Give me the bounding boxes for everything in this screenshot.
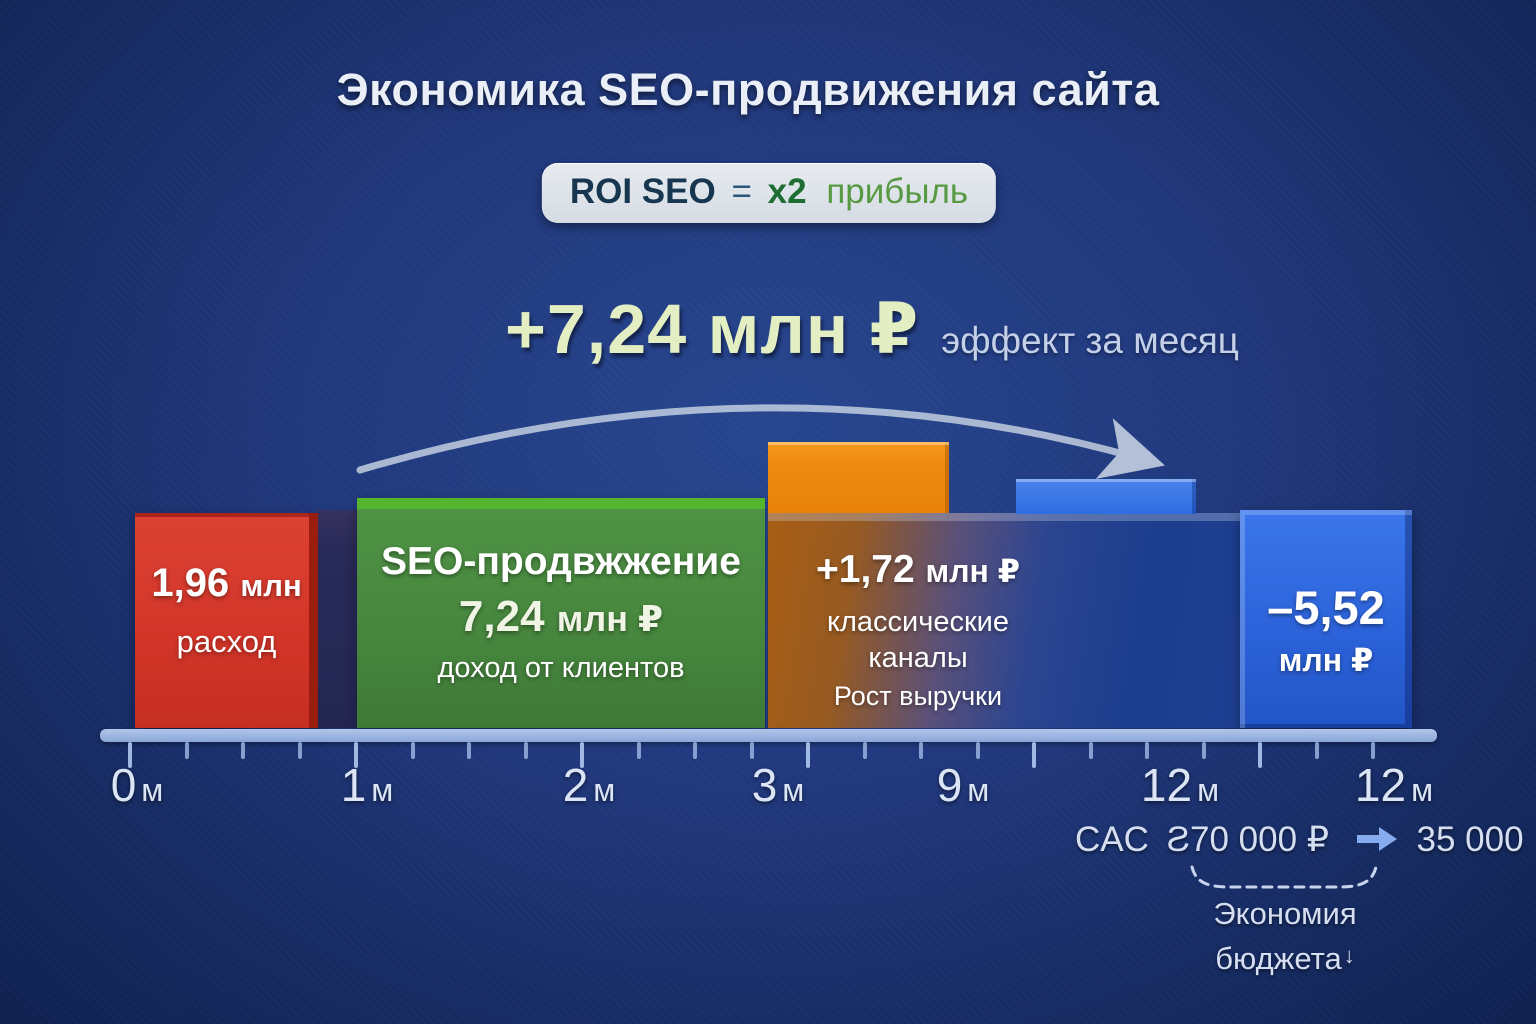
x-axis-bar [100, 729, 1437, 742]
x-axis-ticks [100, 742, 1437, 772]
seo-top-strip [357, 498, 765, 509]
effect-headline: +7,24 млн ₽ эффект за месяц [505, 288, 1239, 370]
classic-text-block: +1,72 млн ₽ классические каналы Рост выр… [778, 548, 1058, 712]
cac-old-value: Ƨ70 000 ₽ [1166, 820, 1330, 859]
loss-value: –5,52 [1267, 581, 1385, 634]
axis-label-12m: 12 м [1140, 759, 1220, 811]
cac-label: CAC [1075, 820, 1149, 859]
savings-line1: Экономия [1213, 896, 1357, 931]
expense-value: 1,96 [151, 561, 230, 605]
classic-growth-label: Рост выручки [833, 680, 1003, 711]
roi-label: ROI SEO [569, 172, 716, 211]
roi-badge: ROI SEO = x2 прибыль [541, 163, 997, 223]
bar-expense: 1,96 млн расход [135, 513, 318, 728]
savings-line2: бюджета↓ [1215, 940, 1355, 976]
roi-multiplier: x2 [767, 172, 807, 211]
classic-unit: млн ₽ [925, 553, 1020, 589]
bar-blue-cap [1016, 479, 1196, 514]
page-title: Экономика SEO-продвижения сайта [336, 64, 1160, 115]
dashed-brace-icon [1190, 865, 1378, 889]
bar-loss: –5,52 млн ₽ [1240, 510, 1412, 728]
seo-unit: млн ₽ [556, 598, 664, 639]
bar-classic-cap [768, 442, 949, 513]
effect-caption: эффект за месяц [941, 320, 1239, 361]
cac-new-value: 35 000 [1416, 820, 1524, 859]
classic-label-line1: классические [826, 606, 1009, 638]
effect-value: +7,24 млн ₽ [505, 290, 920, 368]
cac-row: CAC Ƨ70 000 ₽ 35 000 [1075, 820, 1524, 860]
expense-unit: млн [240, 568, 302, 603]
axis-label-12m-2: 12 м [1354, 759, 1434, 811]
classic-label-line2: каналы [868, 642, 968, 675]
down-arrow-icon: ↓ [1343, 942, 1355, 968]
expense-label: расход [176, 624, 277, 659]
roi-equals: = [731, 172, 752, 211]
bar-seo: SEO-продвжжение 7,24 млн ₽ доход от клие… [357, 498, 765, 728]
bar-spacer-navy [318, 510, 357, 728]
curved-arrow-icon [356, 404, 1165, 479]
arrow-right-icon [1356, 826, 1397, 851]
roi-suffix: прибыль [826, 172, 969, 211]
savings-caption: Экономия бюджета↓ [1140, 892, 1430, 982]
seo-title: SEO-продвжжение [381, 540, 741, 583]
seo-value: 7,24 [458, 592, 545, 641]
classic-value: +1,72 [815, 548, 915, 591]
seo-label: доход от клиентов [437, 652, 685, 684]
panel-classic-channels [768, 513, 1248, 728]
loss-unit: млн ₽ [1278, 642, 1374, 678]
